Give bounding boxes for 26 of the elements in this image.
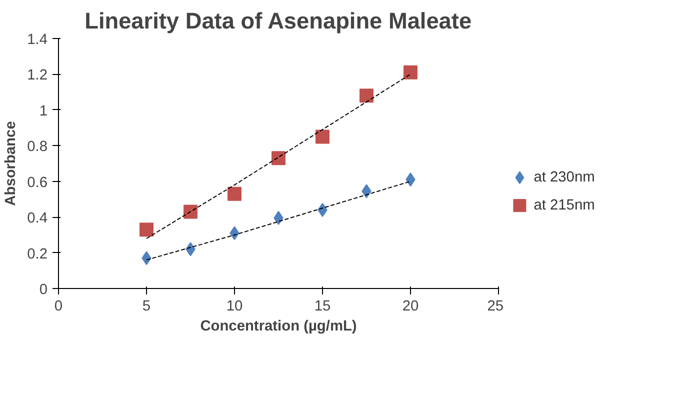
point — [184, 204, 198, 219]
y-axis-title: Absorbance — [3, 121, 20, 206]
x-tick-label: 0 — [54, 298, 63, 314]
y-tick-label: 0.8 — [27, 139, 48, 156]
y-tick-label: 1.4 — [27, 32, 48, 48]
y-tick-label: 1.2 — [27, 68, 48, 84]
x-tick-label: 15 — [314, 298, 331, 314]
y-tick-label: 1 — [39, 103, 48, 120]
legend-label: at 230nm — [534, 170, 595, 186]
x-tick-label: 25 — [487, 298, 504, 314]
point — [316, 130, 330, 144]
x-axis-title: Concentration (µg/mL) — [200, 318, 357, 334]
chart-title: Linearity Data of Asenapine Maleate — [84, 8, 472, 34]
y-tick-label: 0.6 — [27, 174, 48, 191]
y-tick-label: 0 — [39, 282, 48, 298]
point — [140, 222, 154, 237]
x-tick-label: 20 — [402, 298, 419, 314]
x-tick-label: 10 — [226, 298, 243, 314]
point — [228, 186, 242, 201]
y-tick-label: 0.4 — [27, 210, 48, 227]
x-tick-label: 5 — [142, 298, 151, 314]
point — [360, 88, 374, 103]
point — [404, 65, 418, 80]
y-tick-label: 0.2 — [27, 246, 48, 262]
point — [272, 151, 286, 166]
legend-label: at 215nm — [534, 197, 595, 214]
